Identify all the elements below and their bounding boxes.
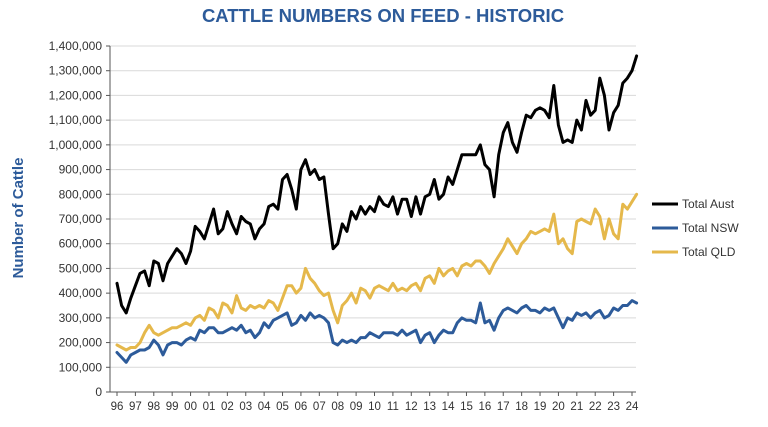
- x-tick-label: 18: [515, 401, 528, 413]
- chart-title: CATTLE NUMBERS ON FEED - HISTORIC: [202, 5, 564, 26]
- legend-label: Total QLD: [682, 245, 736, 259]
- x-tick-label: 17: [497, 401, 510, 413]
- y-tick-label: 500,000: [59, 261, 103, 275]
- x-tick-label: 08: [331, 401, 344, 413]
- x-tick-label: 21: [570, 401, 583, 413]
- x-tick-label: 01: [203, 401, 216, 413]
- x-tick-label: 22: [589, 401, 602, 413]
- y-tick-label: 1,200,000: [49, 88, 103, 102]
- x-tick-label: 23: [607, 401, 620, 413]
- x-tick-label: 20: [552, 401, 565, 413]
- x-tick-label: 06: [295, 401, 308, 413]
- x-tick-label: 10: [368, 401, 381, 413]
- legend-label: Total Aust: [682, 197, 735, 211]
- y-tick-label: 1,000,000: [49, 138, 103, 152]
- x-tick-label: 96: [111, 401, 124, 413]
- x-tick-label: 19: [534, 401, 547, 413]
- y-tick-label: 800,000: [59, 187, 103, 201]
- x-tick-label: 05: [276, 401, 289, 413]
- y-tick-label: 200,000: [59, 336, 103, 350]
- x-tick-label: 16: [478, 401, 491, 413]
- y-tick-label: 100,000: [59, 360, 103, 374]
- y-tick-label: 600,000: [59, 237, 103, 251]
- y-tick-label: 300,000: [59, 311, 103, 325]
- series-lines: [115, 54, 639, 364]
- x-tick-label: 98: [147, 401, 160, 413]
- x-tick-label: 09: [350, 401, 363, 413]
- x-tick-label: 15: [460, 401, 473, 413]
- y-axis-label: Number of Cattle: [10, 158, 27, 279]
- y-tick-label: 0: [95, 385, 102, 399]
- x-tick-label: 04: [258, 401, 271, 413]
- axes: [106, 45, 636, 396]
- y-tick-label: 900,000: [59, 163, 103, 177]
- x-tick-label: 00: [184, 401, 197, 413]
- gridlines: [110, 45, 636, 368]
- series-line-total-aust: [115, 54, 639, 315]
- x-tick-label: 13: [423, 401, 436, 413]
- x-tick-labels: 96 97 98 99 00 01 02 03 04 05 06 07 08 09 10 11 12 13 14 15…: [111, 401, 639, 413]
- legend: Total Aust Total NSW Total QLD: [652, 197, 739, 259]
- x-tick-label: 03: [239, 401, 252, 413]
- x-tick-label: 99: [166, 401, 179, 413]
- y-tick-label: 1,400,000: [49, 39, 103, 53]
- x-tick-label: 12: [405, 401, 418, 413]
- y-tick-label: 400,000: [59, 286, 103, 300]
- y-tick-label: 700,000: [59, 212, 103, 226]
- x-tick-label: 11: [387, 401, 399, 413]
- x-tick-label: 24: [626, 401, 639, 413]
- x-tick-label: 02: [221, 401, 234, 413]
- y-tick-labels: 0 100,000 200,000 300,000 400,000 500,000 600,…: [49, 39, 103, 399]
- series-line-total-qld: [115, 192, 639, 352]
- y-tick-label: 1,100,000: [49, 113, 103, 127]
- legend-label: Total NSW: [682, 221, 739, 235]
- y-tick-label: 1,300,000: [49, 64, 103, 78]
- x-tick-label: 14: [442, 401, 455, 413]
- x-tick-label: 97: [129, 401, 142, 413]
- series-line-total-nsw: [115, 299, 639, 364]
- x-tick-label: 07: [313, 401, 326, 413]
